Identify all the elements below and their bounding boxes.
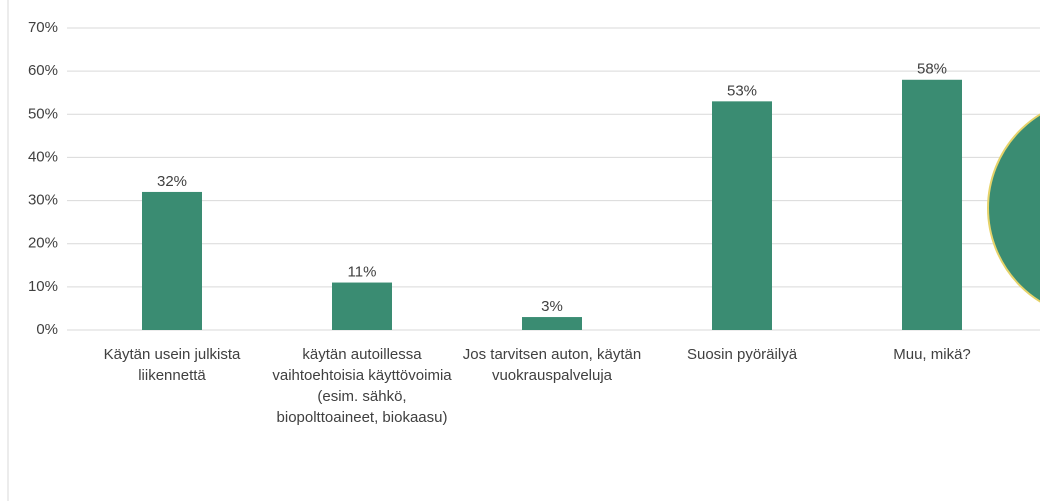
value-label: 32% [157, 173, 187, 190]
y-tick-label: 70% [28, 19, 58, 36]
bar [522, 317, 582, 330]
bar [902, 79, 962, 331]
y-tick-label: 50% [28, 105, 58, 122]
x-tick-label: käytän autoillessa vaihtoehtoisia käyttö… [272, 346, 452, 426]
value-label: 58% [917, 61, 947, 78]
y-tick-label: 0% [36, 321, 58, 338]
y-tick-label: 20% [28, 235, 58, 252]
x-tick-label: Suosin pyöräilyä [686, 346, 798, 363]
x-tick-label: Jos tarvitsen auton, käytän vuokrauspalv… [462, 346, 642, 384]
y-tick-label: 30% [28, 192, 58, 209]
y-tick-label: 40% [28, 148, 58, 165]
x-tick-label: Käytän usein julkista liikennettä [103, 346, 241, 384]
bar [712, 101, 772, 330]
value-label: 3% [541, 298, 563, 315]
y-tick-label: 10% [28, 278, 58, 295]
y-tick-label: 60% [28, 62, 58, 79]
bar [142, 191, 202, 330]
value-label: 53% [727, 82, 757, 99]
bar [332, 282, 392, 330]
decorative-circle [987, 113, 1040, 303]
x-tick-label: Muu, mikä? [893, 346, 971, 363]
value-label: 11% [348, 264, 377, 281]
